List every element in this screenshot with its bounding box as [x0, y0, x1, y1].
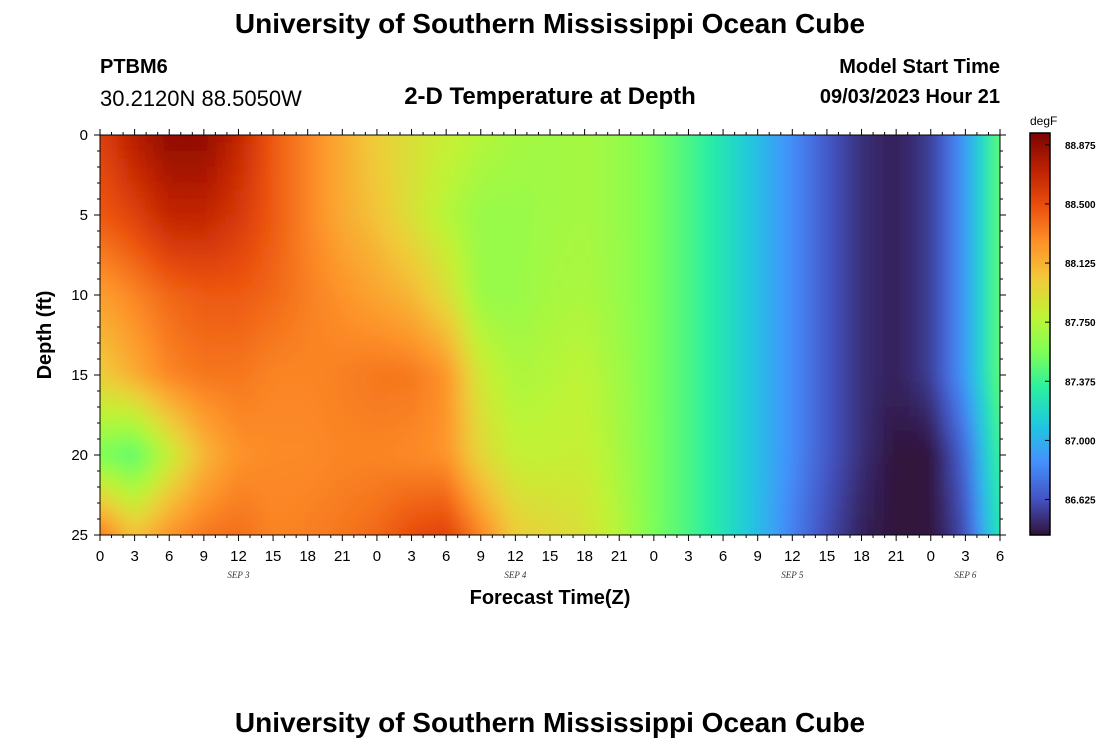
x-tick-label: 12 — [230, 548, 247, 565]
x-tick-label: 6 — [996, 548, 1004, 565]
x-tick-label: 9 — [477, 548, 485, 565]
colorbar-gradient — [1029, 132, 1051, 536]
x-tick-label: 18 — [853, 548, 870, 565]
colorbar-tick-label: 88.125 — [1065, 259, 1096, 270]
colorbar-tick-label: 87.000 — [1065, 436, 1096, 447]
x-tick-label: 6 — [165, 548, 173, 565]
x-tick-label: 0 — [96, 548, 104, 565]
x-tick-label: 0 — [927, 548, 935, 565]
colorbar: degF 88.875 88.500 88.125 87.750 87.375 87.00… — [1029, 114, 1096, 536]
x-tick-label: 9 — [754, 548, 762, 565]
footer-title: University of Southern Mississippi Ocean… — [234, 707, 866, 738]
x-tick-label: 0 — [373, 548, 381, 565]
x-date-label: SEP 4 — [504, 570, 527, 580]
x-tick-label: 15 — [542, 548, 559, 565]
x-tick-label: 21 — [611, 548, 628, 565]
x-tick-label: 15 — [819, 548, 836, 565]
colorbar-unit: degF — [1030, 114, 1057, 128]
colorbar-tick-label: 88.500 — [1065, 200, 1096, 211]
x-date-label: SEP 3 — [227, 570, 250, 580]
x-tick-label: 3 — [961, 548, 969, 565]
x-tick-label: 3 — [130, 548, 138, 565]
y-axis-title: Depth (ft) — [34, 291, 56, 380]
page-title: University of Southern Mississippi Ocean… — [234, 8, 866, 39]
x-axis: 0 3 6 9 12 15 18 21 0 3 6 9 12 15 18 21 0 3 6 9 12 15 18 21 0 3 6 S… — [96, 129, 1004, 580]
x-tick-label: 18 — [576, 548, 593, 565]
colorbar-tick-label: 86.625 — [1065, 496, 1096, 507]
x-date-label: SEP 6 — [954, 570, 977, 580]
y-axis: 0 5 10 15 20 25 — [71, 127, 1006, 544]
y-tick-label: 10 — [71, 287, 88, 304]
heatmap-area — [100, 135, 1000, 535]
model-start-time: 09/03/2023 Hour 21 — [819, 86, 1000, 108]
x-tick-label: 18 — [299, 548, 316, 565]
x-tick-label: 0 — [650, 548, 658, 565]
y-tick-label: 15 — [71, 367, 88, 384]
x-tick-label: 3 — [407, 548, 415, 565]
station-coordinates: 30.2120N 88.5050W — [100, 86, 302, 111]
y-tick-label: 5 — [80, 207, 88, 224]
x-tick-label: 9 — [200, 548, 208, 565]
y-tick-label: 25 — [71, 527, 88, 544]
x-tick-label: 12 — [507, 548, 524, 565]
x-tick-label: 6 — [442, 548, 450, 565]
x-tick-label: 15 — [265, 548, 282, 565]
x-tick-label: 21 — [334, 548, 351, 565]
colorbar-tick-label: 88.875 — [1065, 141, 1096, 152]
chart-subtitle: 2-D Temperature at Depth — [404, 83, 696, 110]
x-axis-title: Forecast Time(Z) — [470, 587, 631, 609]
x-date-label: SEP 5 — [781, 570, 804, 580]
x-tick-label: 6 — [719, 548, 727, 565]
station-id: PTBM6 — [100, 56, 168, 78]
colorbar-tick-label: 87.750 — [1065, 318, 1096, 329]
x-tick-label: 12 — [784, 548, 801, 565]
x-tick-label: 3 — [684, 548, 692, 565]
y-tick-label: 0 — [80, 127, 88, 144]
model-start-label: Model Start Time — [839, 56, 1000, 78]
y-tick-label: 20 — [71, 447, 88, 464]
x-tick-label: 21 — [888, 548, 905, 565]
colorbar-tick-label: 87.375 — [1065, 377, 1096, 388]
